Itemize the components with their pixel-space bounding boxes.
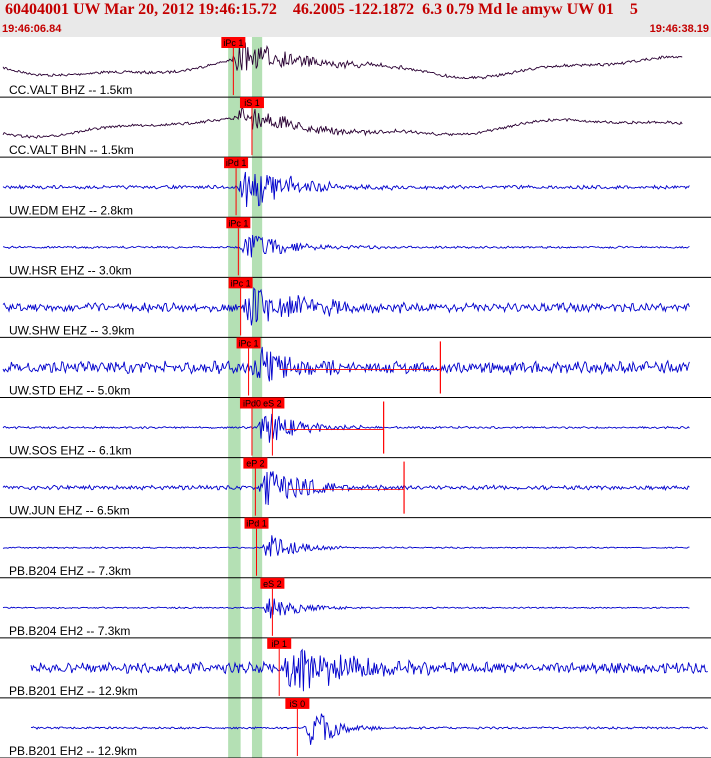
pick-flag [226, 217, 251, 229]
pick-flag [221, 37, 246, 48]
waveform-trace [2, 106, 683, 139]
pick-label: iPd0 [243, 399, 261, 409]
pick-label: iPd 1 [246, 519, 267, 529]
station-label: PB.B201 EHZ -- 12.9km [9, 684, 138, 698]
waveform-trace [2, 171, 690, 208]
channel-row: eP 2 UW.JUN EHZ -- 6.5km [0, 457, 711, 519]
pick-flag [267, 637, 292, 649]
waveform-trace [30, 648, 708, 692]
channel-row: iPc 1 UW.HSR EHZ -- 3.0km [0, 217, 711, 278]
channel-row: iP 1 PB.B201 EHZ -- 12.9km [0, 637, 711, 699]
waveform-trace [2, 234, 690, 258]
waveform-trace [2, 598, 690, 619]
channel-row: iPd 1 UW.EDM EHZ -- 2.8km [0, 157, 711, 218]
station-label: UW.SOS EHZ -- 6.1km [9, 444, 132, 458]
channel-row: eS 2 PB.B204 EH2 -- 7.3km [0, 577, 711, 639]
station-label: CC.VALT BHZ -- 1.5km [9, 83, 132, 97]
waveform-trace [2, 535, 690, 557]
channel-row: iPd0 eS 2 UW.SOS EHZ -- 6.1km [0, 397, 711, 459]
start-time-label: 19:46:06.84 [2, 23, 62, 35]
station-label: UW.JUN EHZ -- 6.5km [9, 504, 130, 518]
event-title: 60404001 UW Mar 20, 2012 19:46:15.72 46.… [5, 1, 638, 18]
seismogram-plot: iPc 1 CC.VALT BHZ -- 1.5km iS 1 CC.VALT BHN… [0, 37, 711, 758]
station-label: UW.EDM EHZ -- 2.8km [9, 203, 133, 217]
pick-label: iPc 1 [228, 218, 248, 228]
waveform-trace [2, 42, 683, 80]
pick-label: eS 2 [263, 399, 282, 409]
pick-flag [236, 337, 261, 349]
pick-label: iPc 1 [231, 278, 251, 288]
pick-flag [228, 277, 253, 289]
pick-flag [239, 97, 264, 109]
station-label: PB.B201 EH2 -- 12.9km [9, 744, 137, 758]
pick-label: iP 1 [272, 639, 287, 649]
station-label: PB.B204 EH2 -- 7.3km [9, 624, 130, 638]
pick-flag [243, 457, 268, 469]
channel-row: iPd 1 PB.B204 EHZ -- 7.3km [0, 517, 711, 579]
waveform-trace [2, 346, 690, 382]
pick-flag [244, 517, 269, 529]
channel-row: iS 0 PB.B201 EH2 -- 12.9km [0, 697, 711, 758]
pick-label: iPc 1 [223, 38, 243, 48]
station-label: CC.VALT BHN -- 1.5km [9, 143, 134, 157]
pick-flag [260, 577, 285, 589]
station-label: PB.B204 EHZ -- 7.3km [9, 564, 131, 578]
pick-label: eP 2 [246, 459, 264, 469]
waveform-trace [30, 713, 709, 745]
channel-row: iPc 1 UW.SHW EHZ -- 3.9km [0, 277, 711, 338]
station-label: UW.SHW EHZ -- 3.9km [9, 323, 134, 337]
pick-label: eS 2 [263, 579, 282, 589]
waveform-trace [2, 471, 690, 506]
end-time-label: 19:46:38.19 [649, 23, 709, 35]
waveform-trace [2, 413, 690, 443]
channel-row: iPc 1 UW.STD EHZ -- 5.0km [0, 337, 711, 398]
pick-label: iPc 1 [239, 338, 259, 348]
pick-flag [224, 157, 249, 169]
pick-label: iS 1 [244, 98, 260, 108]
waveform-trace [2, 286, 690, 326]
pick-label: iPd 1 [226, 158, 247, 168]
pick-flag [260, 397, 285, 409]
pick-flag [285, 697, 310, 709]
station-label: UW.STD EHZ -- 5.0km [9, 384, 130, 398]
pick-label: iS 0 [290, 699, 306, 709]
pick-flag [239, 397, 264, 409]
channel-row: iS 1 CC.VALT BHN -- 1.5km [0, 97, 711, 158]
station-label: UW.HSR EHZ -- 3.0km [9, 263, 132, 277]
event-header: 60404001 UW Mar 20, 2012 19:46:15.72 46.… [0, 0, 711, 37]
channel-row: iPc 1 CC.VALT BHZ -- 1.5km [0, 37, 711, 98]
